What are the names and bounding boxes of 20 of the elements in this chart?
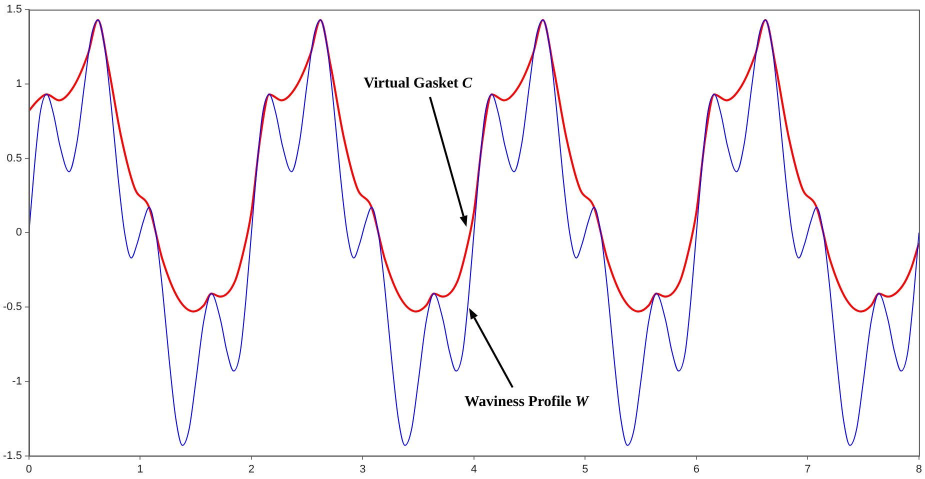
x-tick-label: 3 [360, 463, 366, 476]
x-tick-label: 5 [582, 463, 588, 476]
annotation: Virtual Gasket C [364, 76, 474, 92]
x-tick-label: 1 [137, 463, 144, 476]
x-tick-label: 4 [470, 463, 478, 476]
y-tick-label: 1.5 [6, 4, 22, 16]
x-tick-label: 0 [26, 463, 32, 476]
y-tick-label: 0 [16, 226, 22, 239]
y-tick-label: -0.5 [2, 301, 22, 314]
annotation: Waviness Profile W [464, 394, 590, 410]
y-tick-label: -1.5 [2, 450, 22, 462]
y-tick-label: -1 [12, 375, 22, 388]
x-tick-label: 8 [916, 463, 922, 476]
x-tick-label: 7 [804, 463, 811, 476]
line-series [28, 20, 919, 446]
x-tick-label: 6 [693, 463, 700, 476]
x-tick-label: 2 [248, 463, 255, 476]
y-tick-label: 0.5 [6, 152, 22, 164]
line-series [28, 19, 919, 313]
y-tick-label: 1 [16, 78, 22, 90]
